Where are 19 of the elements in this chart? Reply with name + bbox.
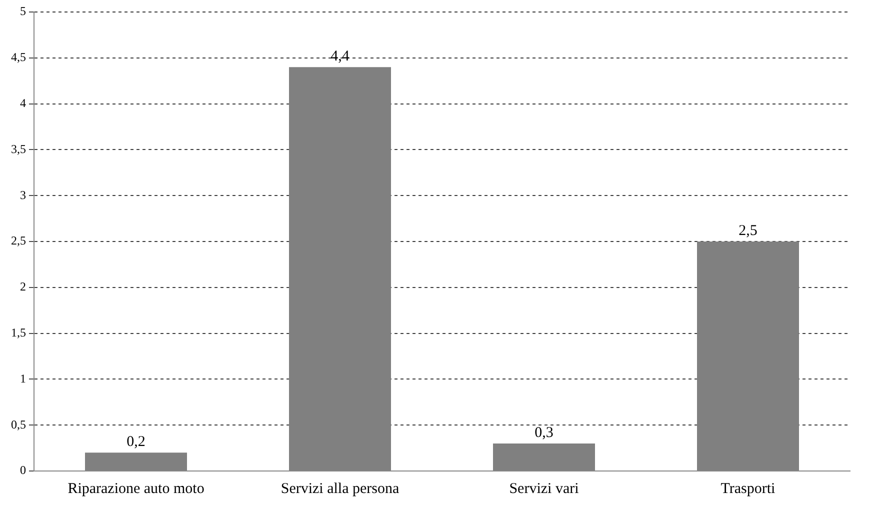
- x-tick-label: Servizi vari: [509, 480, 579, 497]
- x-tick-label: Riparazione auto moto: [68, 480, 204, 497]
- y-tick-label: 2: [20, 280, 26, 294]
- data-label: 0,2: [126, 434, 146, 450]
- y-tick-label: 3: [20, 188, 26, 202]
- y-tick-label: 2,5: [11, 234, 26, 248]
- y-tick-label: 0,5: [11, 417, 26, 432]
- y-tick-label: 0: [20, 463, 26, 478]
- data-label: 4,4: [330, 48, 350, 65]
- y-tick-label: 4,5: [11, 50, 26, 64]
- y-tick-label: 1,5: [11, 325, 26, 340]
- data-label: 0,3: [534, 424, 554, 441]
- x-tick-label: Servizi alla persona: [280, 480, 400, 497]
- y-tick-label: 3,5: [11, 142, 26, 156]
- y-tick-label: 5: [20, 4, 26, 18]
- y-tick-label: 1: [20, 371, 26, 386]
- data-label: 2,5: [738, 222, 758, 239]
- y-tick-label: 4: [20, 96, 26, 110]
- x-tick-label: Trasporti: [720, 480, 776, 497]
